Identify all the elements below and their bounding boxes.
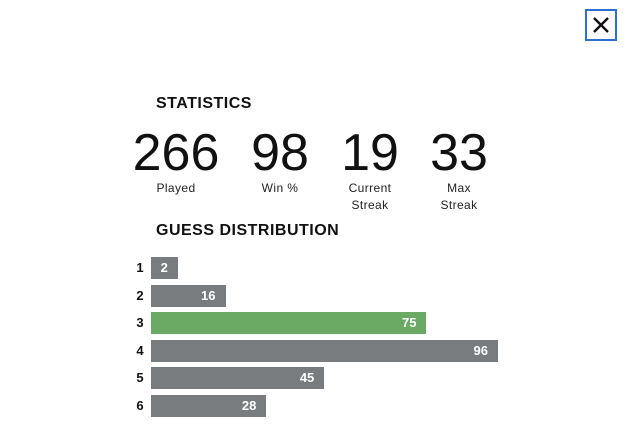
close-icon: [593, 17, 609, 33]
stat-value: 33: [430, 124, 488, 182]
stat-label: Win %: [261, 181, 299, 195]
stat-label: Played: [156, 181, 196, 195]
distribution-bar: 16: [151, 284, 226, 307]
distribution-bar: 45: [151, 367, 325, 390]
stat: 33 Max Streak: [409, 126, 509, 214]
guess-label: 1: [136, 260, 144, 275]
stat-label: Current Streak: [348, 181, 392, 212]
stat: 19 Current Streak: [320, 126, 420, 214]
guess-label: 2: [136, 287, 144, 303]
distribution-bar: 2: [151, 257, 178, 279]
stat-value: 98: [251, 124, 309, 182]
guess-label: 4: [136, 342, 144, 358]
distribution-bar: 96: [151, 339, 498, 362]
distribution-title: GUESS DISTRIBUTION: [156, 222, 340, 239]
distribution-bar: 28: [151, 395, 267, 417]
stat: 98 Win %: [230, 126, 330, 197]
statistics-title: STATISTICS: [156, 95, 252, 112]
distribution-bar: 75: [151, 312, 427, 335]
stat-value: 266: [132, 124, 220, 182]
close-button[interactable]: [585, 9, 617, 41]
guess-label: 3: [136, 315, 144, 331]
stat-value: 19: [341, 124, 399, 182]
stat-label: Max Streak: [440, 181, 478, 212]
stat: 266 Played: [126, 126, 226, 197]
guess-label: 6: [136, 398, 144, 413]
guess-label: 5: [136, 370, 144, 386]
